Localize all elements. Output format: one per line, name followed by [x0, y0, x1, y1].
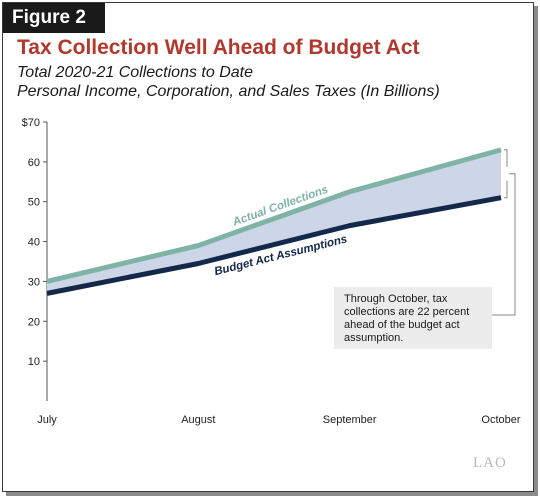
y-tick-label: 20 [28, 316, 40, 328]
figure-frame: Figure 2 Tax Collection Well Ahead of Bu… [2, 2, 534, 492]
chart-subtitle-line1: Total 2020-21 Collections to Date [17, 64, 253, 81]
y-tick-label: 50 [28, 197, 40, 209]
gap-bracket [504, 149, 508, 199]
annotation-leader-line [491, 173, 516, 316]
y-tick-label: 40 [28, 237, 40, 249]
gap-area [47, 149, 501, 294]
lao-logo: LAO [473, 455, 507, 471]
figure-label: Figure 2 [3, 3, 105, 33]
x-tick-label: October [481, 414, 520, 426]
chart-subtitle-line2: Personal Income, Corporation, and Sales … [17, 83, 440, 100]
x-tick-label: August [181, 414, 215, 426]
annotation-box: Through October, tax collections are 22 … [334, 287, 492, 349]
x-tick-label: July [37, 414, 57, 426]
y-tick-label: 30 [28, 276, 40, 288]
y-tick-label: $70 [22, 117, 40, 129]
chart-svg: 10 20 30 40 50 60 $70 July August September Octob… [22, 117, 521, 426]
series-line-budget-act [46, 195, 502, 296]
y-tick-label: 10 [28, 356, 40, 368]
x-axis: July August September October [37, 414, 521, 426]
x-tick-label: September [323, 414, 377, 426]
chart-title: Tax Collection Well Ahead of Budget Act [17, 36, 420, 59]
series-line-actual [46, 147, 502, 284]
y-tick-label: 60 [28, 157, 40, 169]
y-axis: 10 20 30 40 50 60 $70 [22, 117, 48, 401]
